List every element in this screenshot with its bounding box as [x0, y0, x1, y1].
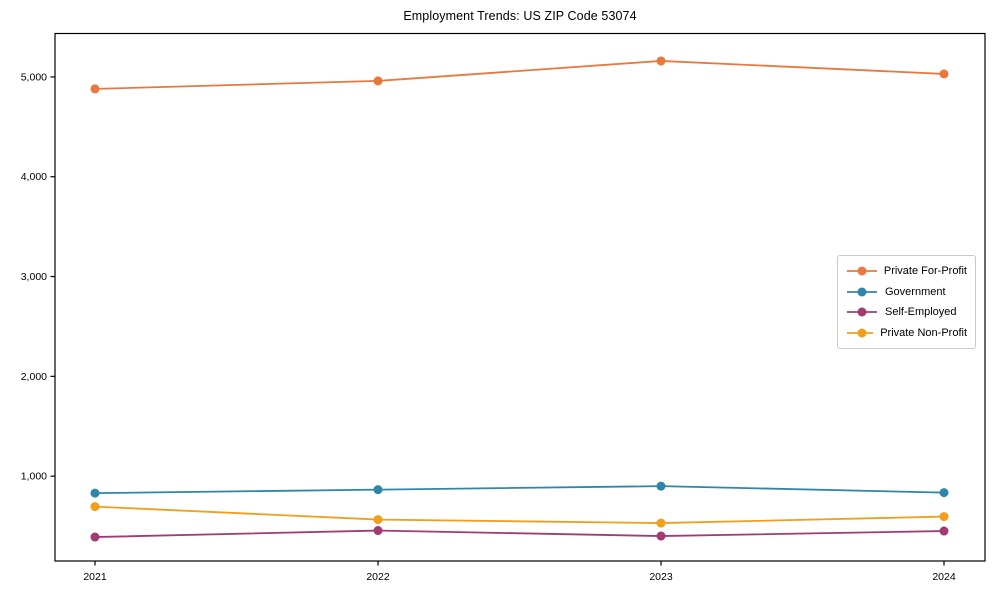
chart-title: Employment Trends: US ZIP Code 53074	[403, 9, 637, 23]
legend-marker-government	[847, 287, 877, 297]
data-point-government-2024	[939, 488, 949, 498]
x-tick-label: 2023	[649, 571, 673, 583]
data-point-self-employed-2024	[939, 526, 949, 536]
data-point-government-2022	[373, 485, 383, 495]
data-point-private-for-profit-2023	[656, 56, 666, 66]
data-point-self-employed-2021	[90, 532, 100, 542]
legend-item-private-for-profit: Private For-Profit	[846, 261, 967, 282]
legend-label: Private For-Profit	[883, 265, 967, 278]
legend-label: Self-Employed	[885, 306, 957, 319]
series-line-private-for-profit	[94, 60, 945, 90]
legend: Private For-Profit Government Self-Employe…	[837, 255, 976, 349]
data-point-self-employed-2022	[373, 526, 383, 536]
legend-label: Government	[885, 285, 946, 298]
data-point-government-2021	[90, 488, 100, 498]
legend-item-private-non-profit: Private Non-Profit	[846, 323, 967, 344]
legend-label: Private Non-Profit	[880, 326, 967, 339]
x-tick-label: 2021	[83, 571, 107, 583]
data-point-private-non-profit-2021	[90, 502, 100, 512]
data-point-private-for-profit-2022	[373, 76, 383, 86]
legend-item-self-employed: Self-Employed	[846, 302, 967, 323]
x-tick-label: 2022	[366, 571, 390, 583]
y-tick-label: 3,000	[21, 271, 47, 283]
y-tick-label: 4,000	[21, 171, 47, 183]
series-line-private-non-profit	[94, 505, 945, 524]
legend-marker-private-non-profit	[847, 328, 874, 338]
series-line-self-employed	[94, 529, 945, 538]
legend-marker-self-employed	[847, 307, 877, 317]
data-point-private-for-profit-2021	[90, 84, 100, 94]
y-tick-label: 1,000	[21, 471, 47, 483]
data-point-private-non-profit-2023	[656, 518, 666, 528]
y-tick-label: 5,000	[21, 71, 47, 83]
data-point-private-non-profit-2022	[373, 515, 383, 525]
x-tick-label: 2024	[932, 571, 956, 583]
legend-item-government: Government	[846, 282, 967, 303]
data-point-government-2023	[656, 481, 666, 491]
data-point-private-for-profit-2024	[939, 69, 949, 79]
data-point-private-non-profit-2024	[939, 512, 949, 522]
axes-box	[54, 32, 986, 562]
series-line-government	[94, 485, 945, 495]
y-tick-label: 2,000	[21, 371, 47, 383]
data-point-self-employed-2023	[656, 531, 666, 541]
legend-marker-private-for-profit	[847, 266, 877, 276]
